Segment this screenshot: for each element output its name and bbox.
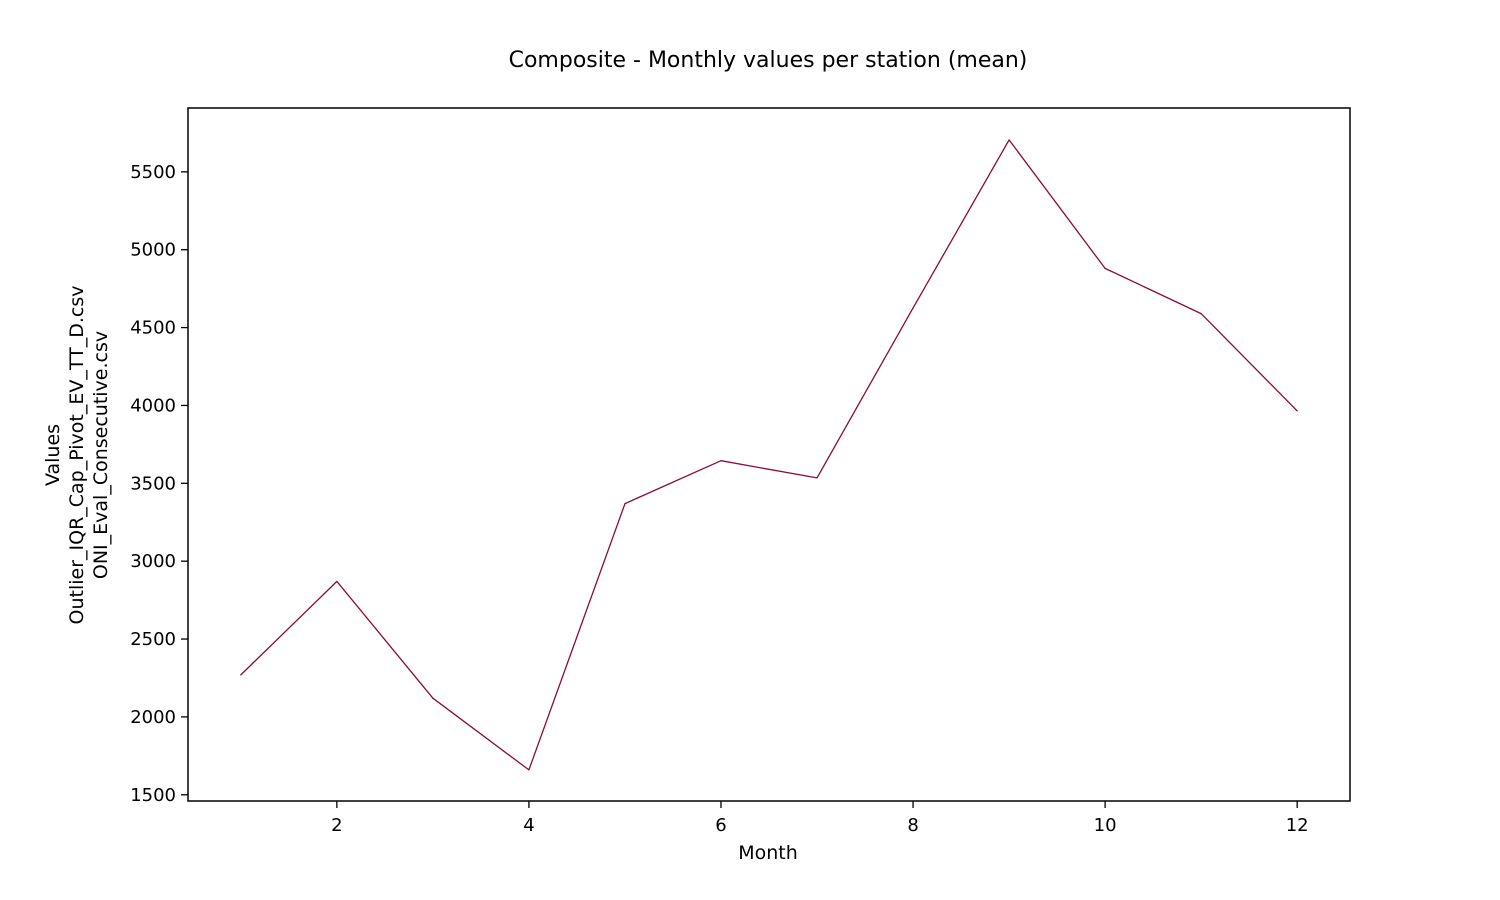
- data-point: [1104, 267, 1106, 270]
- series-line: [240, 139, 1298, 771]
- chart-title: Composite - Monthly values per station (…: [509, 48, 1028, 73]
- data-point: [240, 674, 242, 676]
- y-axis-label: ONI_Eval_Consecutive.csv: [90, 331, 112, 579]
- data-point: [624, 502, 626, 505]
- data-point: [720, 460, 722, 462]
- x-tick-label: 6: [715, 815, 726, 836]
- y-axis: 1500 2000 2500 3000 3500 4000 4500 5000 5500: [130, 162, 188, 806]
- y-tick-label: 5500: [130, 162, 176, 183]
- y-axis-label-line-1: Values: [42, 424, 64, 486]
- x-tick-label: 2: [331, 815, 342, 836]
- y-tick-label: 1500: [130, 785, 176, 806]
- y-tick-label: 2000: [130, 707, 176, 728]
- y-tick-label: 4000: [130, 395, 176, 416]
- data-point: [528, 769, 530, 771]
- x-axis-label: Month: [738, 842, 798, 864]
- x-tick-label: 4: [523, 815, 534, 836]
- y-tick-label: 4500: [130, 318, 176, 339]
- y-axis-label: Outlier_IQR_Cap_Pivot_EV_TT_D.csv: [66, 285, 88, 624]
- data-point: [1296, 410, 1298, 412]
- data-point: [432, 697, 434, 699]
- data-point: [816, 477, 818, 479]
- series-layer: [240, 139, 1298, 771]
- y-tick-label: 3000: [130, 551, 176, 572]
- x-tick-label: 12: [1286, 815, 1309, 836]
- data-point: [1200, 312, 1202, 315]
- x-tick-label: 8: [907, 815, 918, 836]
- y-tick-label: 5000: [130, 240, 176, 261]
- y-tick-label: 2500: [130, 629, 176, 650]
- y-axis-label-line-3: ONI_Eval_Consecutive.csv: [90, 331, 112, 579]
- data-point: [1008, 139, 1010, 141]
- x-axis: 2 4 6 8 10 12: [331, 801, 1309, 836]
- x-tick-label: 10: [1094, 815, 1117, 836]
- data-point: [336, 580, 338, 583]
- y-axis-label: Values: [42, 424, 64, 486]
- y-tick-label: 3500: [130, 473, 176, 494]
- y-axis-label-line-2: Outlier_IQR_Cap_Pivot_EV_TT_D.csv: [66, 285, 88, 624]
- plot-frame: [187, 107, 1351, 802]
- data-point: [912, 307, 914, 309]
- plot-area: [187, 107, 1351, 802]
